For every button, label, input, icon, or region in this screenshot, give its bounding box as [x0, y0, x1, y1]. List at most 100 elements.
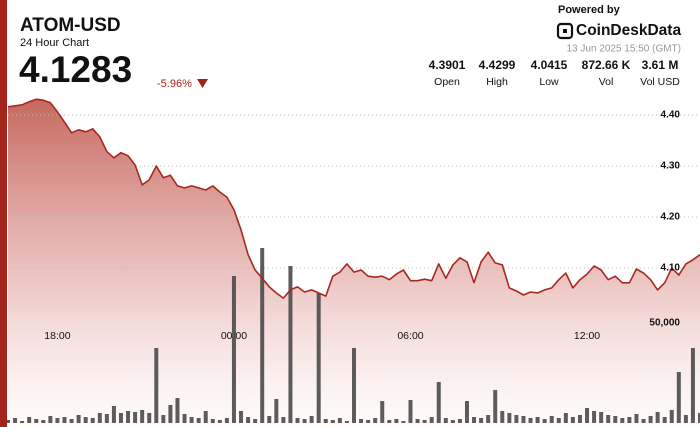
volume-bar — [472, 417, 477, 423]
volume-bar — [323, 419, 328, 423]
stats: 4.3901 Open 4.4299 High 4.0415 Low 872.66 K Vol… — [429, 58, 681, 88]
stat-label: High — [486, 76, 508, 88]
volume-bar — [359, 419, 364, 423]
volume-bar — [422, 420, 427, 423]
volume-bar — [281, 417, 286, 423]
volume-bar — [542, 419, 547, 423]
volume-bar — [260, 248, 265, 423]
volume-bar — [20, 421, 25, 423]
volume-bar — [394, 419, 399, 423]
volume-bar — [464, 401, 469, 423]
volume-bar — [648, 416, 653, 423]
volume-bar — [111, 406, 116, 423]
volume-bar — [563, 413, 568, 423]
volume-bar — [239, 411, 244, 423]
volume-bar — [606, 415, 611, 423]
volume-bar — [690, 348, 695, 423]
volume-bar — [429, 417, 434, 423]
volume-bar — [6, 420, 10, 423]
plot: 18:0000:0006:0012:0050,0004.104.204.304.… — [6, 98, 700, 427]
volume-bar — [154, 348, 159, 423]
price: 4.1283 — [19, 49, 132, 90]
volume-bar — [585, 408, 590, 423]
brand-logo — [556, 22, 574, 40]
volume-bar — [182, 414, 187, 423]
powered-by: Powered by — [558, 4, 621, 16]
y-tick-label: 4.30 — [661, 161, 681, 172]
volume-bar — [662, 417, 667, 423]
x-tick-label: 18:00 — [44, 330, 70, 342]
volume-bar — [253, 419, 258, 423]
volume-bar — [302, 419, 307, 423]
volume-bar — [698, 413, 700, 423]
x-tick-label: 06:00 — [397, 330, 423, 342]
volume-bar — [387, 420, 392, 423]
volume-bar — [196, 418, 201, 423]
volume-bar — [634, 414, 639, 423]
volume-bar — [62, 417, 67, 423]
volume-bar — [48, 416, 53, 423]
down-arrow — [197, 79, 208, 88]
stat-value: 3.61 M — [642, 58, 679, 72]
volume-bar — [641, 419, 646, 423]
accent-bar — [0, 0, 7, 427]
volume-bar — [373, 418, 378, 423]
volume-bar — [224, 418, 229, 423]
stat-value: 872.66 K — [582, 58, 631, 72]
volume-bar — [507, 413, 512, 423]
volume-bar — [436, 382, 441, 423]
volume-bar — [168, 405, 173, 423]
volume-bar — [655, 412, 660, 423]
volume-bar — [147, 413, 152, 423]
volume-bar — [549, 416, 554, 423]
volume-bar — [76, 415, 81, 423]
volume-bar — [535, 417, 540, 423]
volume-bar — [246, 417, 251, 423]
volume-bar — [415, 419, 420, 423]
volume-bar — [380, 401, 385, 423]
volume-bar — [133, 412, 138, 423]
volume-bar — [27, 417, 32, 423]
y-tick-label: 50,000 — [649, 318, 680, 329]
price-line — [7, 98, 700, 299]
volume-bar — [528, 418, 533, 423]
volume-bar — [450, 420, 455, 423]
volume-bar — [104, 414, 109, 423]
volume-bar — [514, 415, 519, 423]
volume-bar — [175, 398, 180, 423]
volume-bar — [118, 413, 123, 423]
stat-value: 4.4299 — [479, 58, 516, 72]
volume-bar — [592, 411, 597, 423]
volume-bar — [556, 418, 561, 423]
subtitle: 24 Hour Chart — [20, 37, 89, 49]
stat-label: Vol USD — [640, 76, 680, 88]
volume-bar — [13, 418, 18, 423]
volume-bar — [231, 276, 236, 423]
volume-bar — [669, 410, 674, 423]
volume-bar — [676, 372, 681, 423]
brand: CoinDeskData — [576, 22, 681, 39]
volume-bar — [344, 421, 349, 423]
volume-bar — [83, 417, 88, 423]
volume-bar — [309, 416, 314, 423]
y-tick-label: 4.10 — [661, 263, 681, 274]
volume-bar — [493, 390, 498, 423]
volume-bar — [69, 419, 74, 423]
volume-bar — [479, 418, 484, 423]
stat-label: Low — [539, 76, 559, 88]
volume-bar — [599, 412, 604, 423]
change: -5.96% — [157, 78, 192, 90]
volume-bar — [577, 415, 582, 423]
volume-bar — [330, 420, 335, 423]
stat-value: 4.0415 — [531, 58, 568, 72]
volume-bar — [41, 420, 46, 423]
volume-bar — [486, 415, 491, 423]
volume-bar — [55, 418, 60, 423]
volume-bar — [97, 413, 102, 423]
stat-label: Open — [434, 76, 460, 88]
x-tick-label: 12:00 — [574, 330, 600, 342]
y-tick-label: 4.40 — [661, 110, 681, 121]
volume-bar — [500, 411, 505, 423]
volume-bar — [90, 418, 95, 423]
volume-bar — [161, 415, 166, 423]
